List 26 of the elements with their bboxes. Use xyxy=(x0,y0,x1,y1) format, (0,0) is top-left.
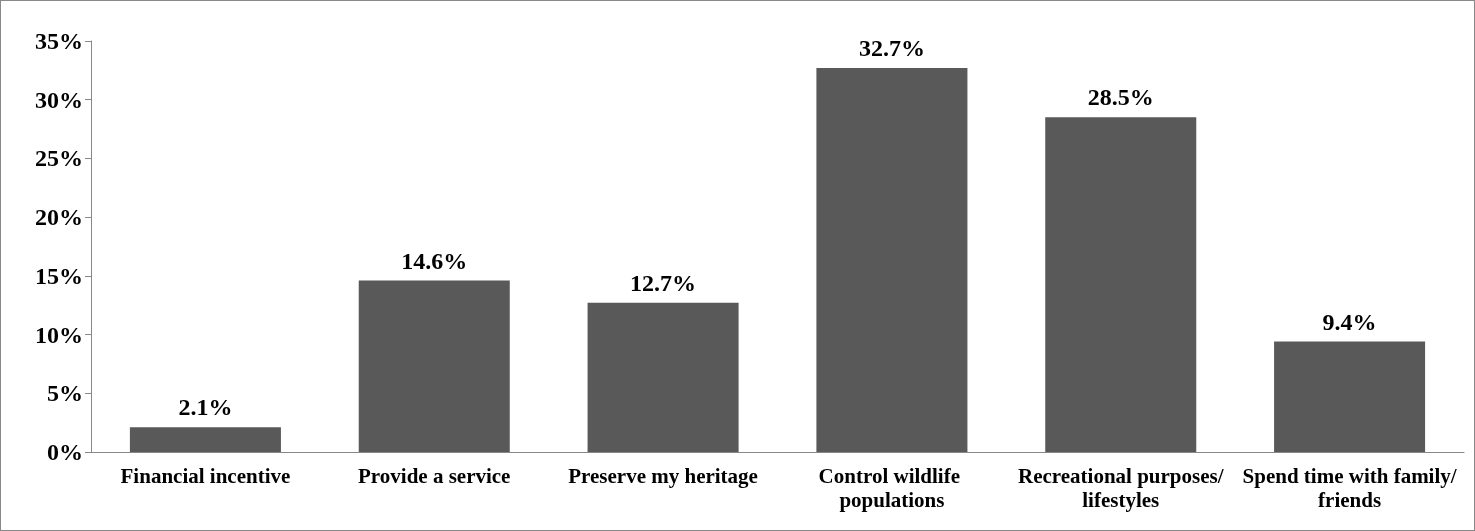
y-tick-label: 0% xyxy=(47,439,83,465)
bar xyxy=(587,302,739,452)
y-tick-label: 5% xyxy=(47,380,83,407)
x-tick-label: Provide a service xyxy=(358,464,511,488)
bar xyxy=(1274,341,1426,452)
bar xyxy=(1045,117,1197,452)
x-tick-label: Recreational purposes/lifestyles xyxy=(1017,464,1225,512)
data-label: 12.7% xyxy=(630,269,697,296)
y-tick-label: 20% xyxy=(35,204,83,231)
x-tick-label: Control wildlife populations xyxy=(818,464,966,512)
data-label: 9.4% xyxy=(1322,308,1377,335)
bar xyxy=(816,68,968,452)
bar xyxy=(358,280,510,452)
data-label: 28.5% xyxy=(1087,84,1154,111)
bar xyxy=(129,427,281,452)
y-tick-label: 10% xyxy=(35,321,83,348)
y-tick-label: 15% xyxy=(35,262,83,289)
y-tick-label: 30% xyxy=(35,86,83,113)
data-label: 14.6% xyxy=(401,247,468,274)
y-tick-label: 25% xyxy=(35,145,83,172)
x-tick-label: Financial incentive xyxy=(120,464,291,488)
data-label: 32.7% xyxy=(858,35,925,62)
x-tick-label: Spend time with family/friends xyxy=(1242,464,1458,512)
x-tick-label: Preserve my heritage xyxy=(568,464,758,488)
data-label: 2.1% xyxy=(178,394,233,421)
y-tick-label: 35% xyxy=(35,28,83,54)
